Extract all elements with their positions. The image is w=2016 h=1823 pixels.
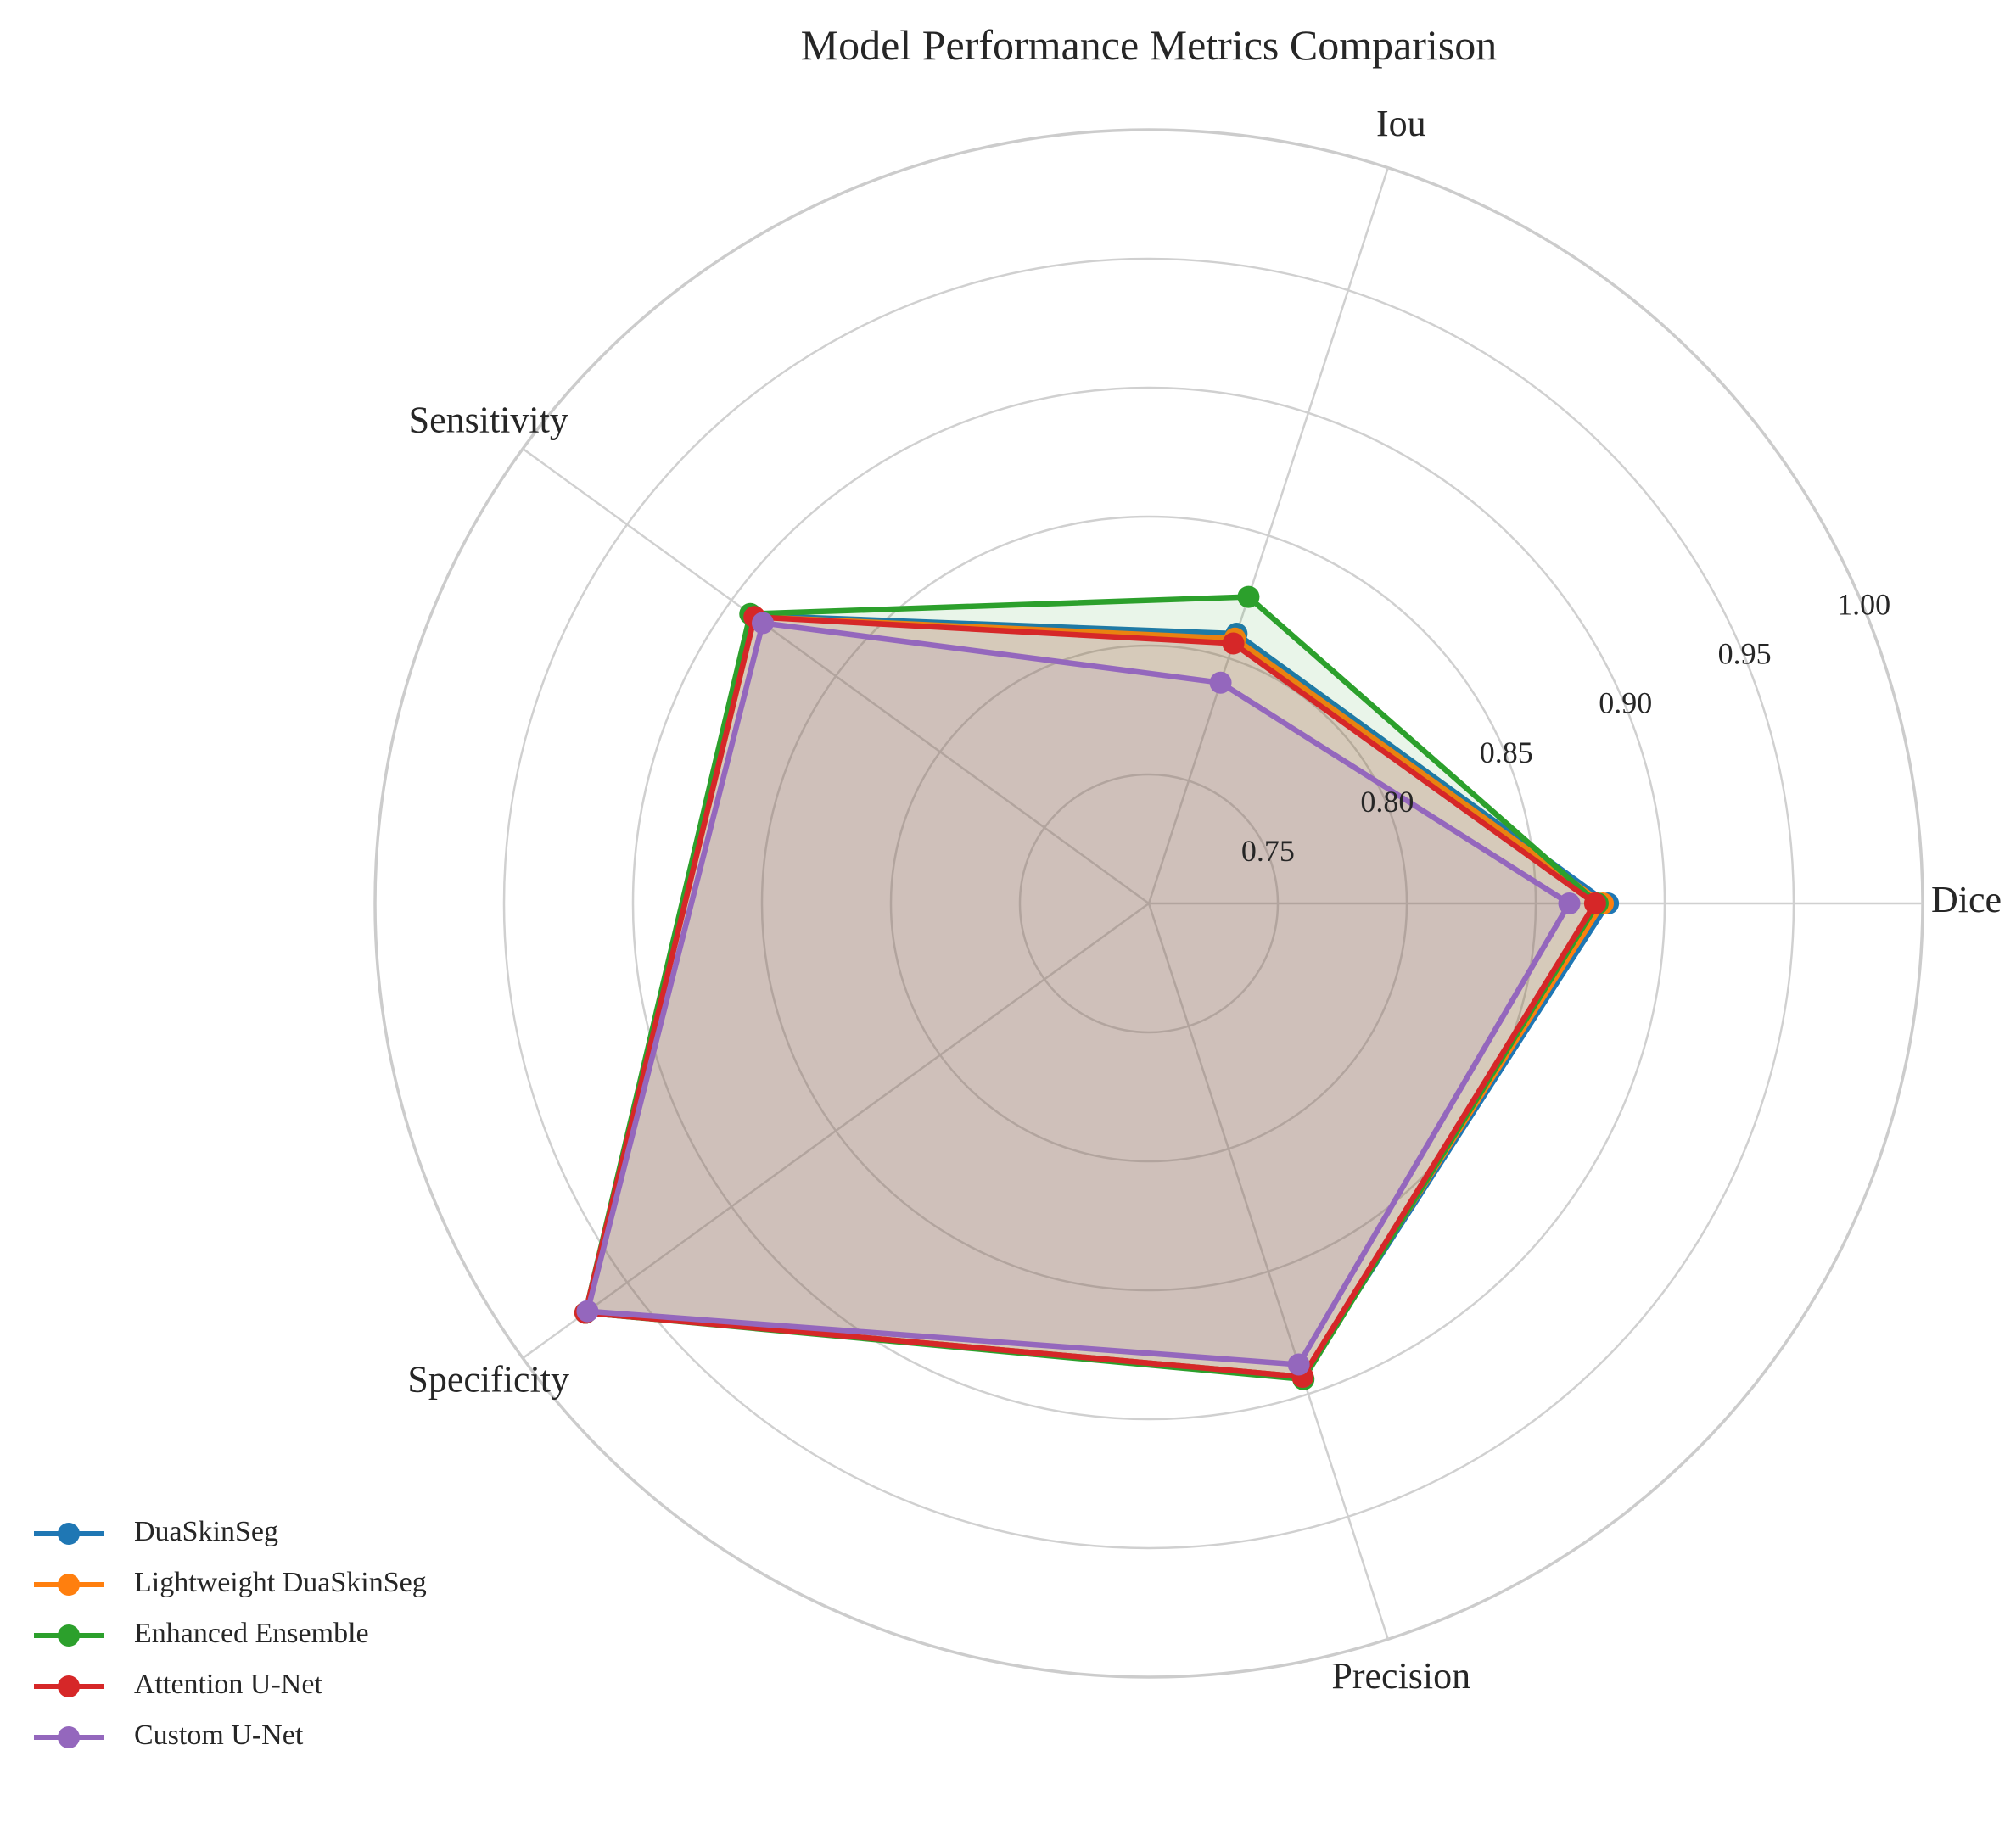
radial-tick-label: 1.00: [1837, 587, 1890, 621]
legend-label: Enhanced Ensemble: [134, 1618, 369, 1649]
axis-label-iou: Iou: [1376, 103, 1426, 144]
legend: DuaSkinSeg Lightweight DuaSkinSeg Enhanced…: [34, 1516, 427, 1751]
spoke-precision: [1147, 903, 1390, 1640]
series-fill-attention-u-net: [585, 617, 1595, 1377]
legend-marker: [58, 1523, 80, 1545]
axis-label-precision: Precision: [1331, 1655, 1470, 1697]
series-fill-lightweight-duaskinseg: [585, 617, 1603, 1377]
data-point-custom-u-net-sensitivity: [752, 612, 775, 635]
data-point-custom-u-net-specificity: [576, 1300, 599, 1323]
labels: 0.75 0.80 0.85 0.90 0.95 1.00 Dice Iou Sensitivi…: [407, 103, 2002, 1697]
grid: [373, 128, 1924, 1679]
legend-item-lightweight-duaskinseg: Lightweight DuaSkinSeg: [34, 1567, 427, 1598]
legend-label: Lightweight DuaSkinSeg: [134, 1567, 427, 1598]
data-point-custom-u-net-iou: [1209, 671, 1232, 694]
series-layer: [574, 585, 1620, 1390]
axis-label-dice: Dice: [1931, 879, 2002, 920]
chart-title: Model Performance Metrics Comparison: [801, 21, 1498, 69]
series-line-custom-u-net: [585, 620, 1572, 1367]
legend-item-attention-u-net: Attention U-Net: [34, 1669, 322, 1700]
legend-item-enhanced-ensemble: Enhanced Ensemble: [34, 1618, 369, 1649]
spoke-iou: [1147, 167, 1390, 904]
data-point-attention-u-net-dice: [1583, 892, 1606, 914]
series-fill-enhanced-ensemble: [585, 596, 1598, 1379]
data-point-custom-u-net-dice: [1558, 892, 1581, 914]
series-fill-duaskinseg: [585, 615, 1609, 1377]
axis-label-sensitivity: Sensitivity: [409, 400, 568, 441]
data-point-custom-u-net-precision: [1287, 1353, 1310, 1376]
radial-tick-label: 0.85: [1480, 735, 1533, 769]
legend-label: Custom U-Net: [134, 1720, 304, 1751]
axis-label-specificity: Specificity: [407, 1359, 569, 1401]
data-point-attention-u-net-iou: [1222, 632, 1245, 655]
spoke-sensitivity: [522, 447, 1150, 905]
legend-label: Attention U-Net: [134, 1669, 322, 1700]
radial-tick-label: 0.75: [1241, 834, 1295, 868]
legend-label: DuaSkinSeg: [134, 1516, 278, 1547]
legend-item-custom-u-net: Custom U-Net: [34, 1720, 304, 1751]
series-fill-custom-u-net: [587, 623, 1570, 1365]
legend-marker: [58, 1675, 80, 1697]
data-point-enhanced-ensemble-iou: [1237, 585, 1260, 608]
legend-item-duaskinseg: DuaSkinSeg: [34, 1516, 278, 1547]
legend-marker: [58, 1624, 80, 1647]
radial-tick-label: 0.90: [1599, 686, 1652, 720]
legend-marker: [58, 1726, 80, 1748]
series-line-attention-u-net: [582, 614, 1599, 1380]
radial-tick-label: 0.95: [1718, 636, 1772, 670]
radial-tick-label: 0.80: [1360, 785, 1414, 819]
spoke-specificity: [522, 902, 1150, 1360]
legend-marker: [58, 1574, 80, 1596]
